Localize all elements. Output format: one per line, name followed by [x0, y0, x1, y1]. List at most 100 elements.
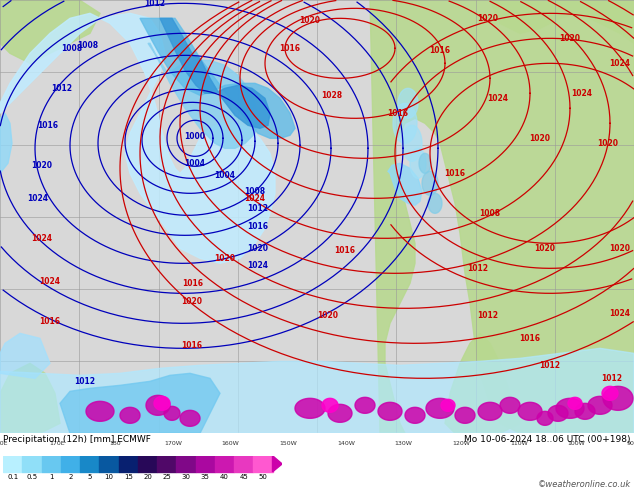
Text: Precipitation (12h) [mm] ECMWF: Precipitation (12h) [mm] ECMWF	[3, 435, 151, 444]
Polygon shape	[154, 396, 170, 410]
Polygon shape	[419, 153, 431, 173]
Polygon shape	[140, 18, 295, 138]
Text: 1008: 1008	[479, 209, 501, 218]
Polygon shape	[355, 397, 375, 414]
Polygon shape	[393, 103, 417, 143]
Text: 170E: 170E	[50, 441, 65, 446]
Bar	[176, 456, 195, 472]
Polygon shape	[0, 363, 60, 433]
Text: 1020: 1020	[318, 311, 339, 320]
Text: 130W: 130W	[394, 441, 412, 446]
Text: 110W: 110W	[510, 441, 527, 446]
Bar	[42, 456, 61, 472]
Text: 1016: 1016	[335, 246, 356, 255]
Text: 1008: 1008	[245, 187, 266, 196]
Text: 1024: 1024	[571, 89, 593, 98]
Text: 1004: 1004	[214, 171, 235, 180]
Text: 1028: 1028	[321, 91, 342, 100]
Text: 1016: 1016	[429, 46, 451, 55]
Text: Mo 10-06-2024 18..06 UTC (00+198): Mo 10-06-2024 18..06 UTC (00+198)	[464, 435, 631, 444]
Text: 180E: 180E	[0, 441, 8, 446]
Text: 1016: 1016	[183, 279, 204, 288]
Polygon shape	[422, 172, 438, 196]
Text: 1020: 1020	[534, 244, 555, 253]
Text: 1024: 1024	[32, 234, 53, 243]
Polygon shape	[378, 402, 402, 420]
Text: 1024: 1024	[609, 309, 630, 318]
Text: 1020: 1020	[477, 14, 498, 23]
Text: 25: 25	[162, 474, 171, 480]
Bar	[3, 456, 22, 472]
Text: 1012: 1012	[51, 84, 72, 93]
Text: 1012: 1012	[145, 0, 165, 8]
Polygon shape	[568, 397, 582, 409]
Text: 100W: 100W	[567, 441, 585, 446]
Bar	[100, 456, 119, 472]
Polygon shape	[86, 401, 114, 421]
Polygon shape	[0, 13, 275, 263]
Polygon shape	[490, 0, 634, 43]
Text: 1012: 1012	[477, 311, 498, 320]
Polygon shape	[428, 194, 442, 213]
Text: 15: 15	[124, 474, 133, 480]
Text: 150W: 150W	[280, 441, 297, 446]
Polygon shape	[410, 148, 426, 178]
Text: 160W: 160W	[222, 441, 240, 446]
Polygon shape	[575, 403, 595, 419]
Text: 1012: 1012	[602, 374, 623, 383]
Text: 1012: 1012	[247, 204, 269, 213]
Polygon shape	[120, 407, 140, 423]
Text: 1012: 1012	[467, 264, 489, 273]
Bar	[61, 456, 80, 472]
Polygon shape	[0, 0, 100, 63]
Text: 90W: 90W	[627, 441, 634, 446]
Polygon shape	[148, 43, 258, 148]
Text: 1024: 1024	[247, 261, 269, 270]
Text: 180: 180	[110, 441, 121, 446]
Text: 170W: 170W	[164, 441, 182, 446]
Text: 1020: 1020	[214, 254, 235, 263]
Text: 0.5: 0.5	[27, 474, 37, 480]
Text: 1012: 1012	[75, 377, 96, 386]
Text: 1024: 1024	[488, 94, 508, 103]
Polygon shape	[60, 373, 220, 433]
Bar	[138, 456, 157, 472]
Bar	[215, 456, 234, 472]
Polygon shape	[160, 18, 270, 128]
Polygon shape	[588, 396, 612, 415]
Text: 30: 30	[181, 474, 190, 480]
Bar	[253, 456, 273, 472]
Polygon shape	[445, 333, 520, 433]
Text: 1020: 1020	[181, 297, 202, 306]
Polygon shape	[388, 163, 422, 205]
Text: 0.1: 0.1	[7, 474, 18, 480]
Polygon shape	[402, 125, 422, 161]
Text: 1020: 1020	[609, 244, 630, 253]
Polygon shape	[0, 348, 634, 433]
Text: 45: 45	[239, 474, 248, 480]
Polygon shape	[370, 0, 634, 433]
Polygon shape	[328, 404, 352, 422]
Text: 2: 2	[68, 474, 73, 480]
Polygon shape	[398, 88, 418, 118]
Text: 140W: 140W	[337, 441, 355, 446]
Bar	[22, 456, 42, 472]
Text: 1004: 1004	[184, 159, 205, 168]
Polygon shape	[405, 407, 425, 423]
Text: 1024: 1024	[245, 194, 266, 203]
Polygon shape	[0, 113, 12, 173]
Text: 5: 5	[87, 474, 92, 480]
Text: 1: 1	[49, 474, 53, 480]
Polygon shape	[322, 398, 338, 412]
Text: ©weatheronline.co.uk: ©weatheronline.co.uk	[538, 480, 631, 489]
Text: 1012: 1012	[540, 361, 560, 370]
Text: 1020: 1020	[559, 34, 581, 43]
Bar	[80, 456, 100, 472]
Text: 1016: 1016	[247, 222, 269, 231]
Polygon shape	[426, 398, 454, 418]
Text: 50: 50	[259, 474, 268, 480]
Polygon shape	[500, 397, 520, 414]
Text: 1008: 1008	[61, 44, 82, 53]
Polygon shape	[556, 398, 584, 418]
Bar	[234, 456, 253, 472]
